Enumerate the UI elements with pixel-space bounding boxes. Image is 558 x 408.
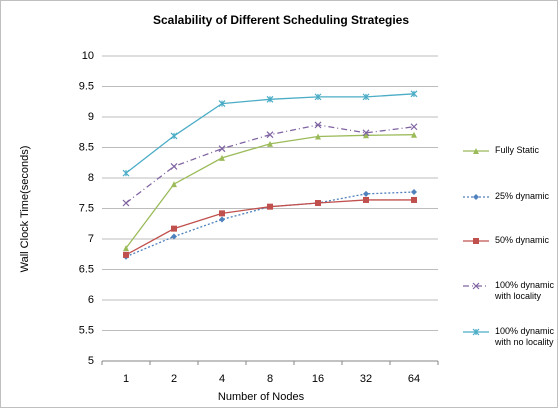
x-tick-label: 64 bbox=[408, 373, 420, 385]
legend-label: Fully Static bbox=[495, 145, 540, 155]
x-tick-label: 32 bbox=[360, 373, 372, 385]
marker bbox=[472, 282, 480, 290]
marker bbox=[170, 132, 178, 140]
x-axis-label: Number of Nodes bbox=[218, 391, 305, 403]
y-tick-label: 10 bbox=[82, 50, 94, 62]
marker bbox=[219, 210, 225, 217]
y-axis-label: Wall Clock Time(seconds) bbox=[19, 146, 31, 273]
marker bbox=[123, 245, 129, 252]
marker bbox=[314, 121, 322, 129]
y-tick-label: 5.5 bbox=[79, 324, 94, 336]
marker bbox=[266, 95, 274, 103]
x-tick-label: 8 bbox=[267, 373, 273, 385]
marker bbox=[472, 328, 480, 336]
marker bbox=[315, 200, 321, 207]
y-tick-label: 6.5 bbox=[79, 263, 94, 275]
marker bbox=[473, 194, 479, 200]
marker bbox=[171, 225, 177, 232]
marker bbox=[473, 148, 479, 154]
marker bbox=[362, 93, 370, 101]
series-line bbox=[125, 191, 415, 258]
y-tick-label: 7 bbox=[88, 233, 94, 245]
chart-title: Scalability of Different Scheduling Stra… bbox=[153, 13, 409, 27]
x-tick-label: 4 bbox=[219, 373, 225, 385]
marker bbox=[411, 189, 417, 196]
legend-label: 50% dynamic bbox=[495, 235, 550, 245]
x-tick-label: 16 bbox=[312, 373, 324, 385]
marker bbox=[267, 140, 273, 147]
marker bbox=[363, 196, 369, 203]
marker bbox=[314, 93, 322, 101]
marker bbox=[267, 203, 273, 210]
marker bbox=[219, 216, 225, 223]
marker bbox=[123, 251, 129, 258]
marker bbox=[411, 196, 417, 203]
y-tick-label: 8 bbox=[88, 172, 94, 184]
y-tick-label: 9.5 bbox=[79, 80, 94, 92]
legend-label: 100% dynamic with no locality bbox=[495, 326, 555, 347]
marker bbox=[362, 129, 370, 137]
marker bbox=[171, 233, 177, 240]
y-tick-label: 9 bbox=[88, 111, 94, 123]
y-tick-label: 8.5 bbox=[79, 141, 94, 153]
marker bbox=[473, 238, 479, 244]
x-tick-label: 2 bbox=[171, 373, 177, 385]
marker bbox=[218, 145, 226, 153]
marker bbox=[411, 131, 417, 138]
marker bbox=[363, 132, 369, 139]
y-tick-label: 5 bbox=[88, 355, 94, 367]
marker bbox=[218, 100, 226, 108]
marker bbox=[219, 154, 225, 161]
marker bbox=[410, 123, 418, 131]
marker bbox=[410, 90, 418, 98]
y-tick-label: 7.5 bbox=[79, 202, 94, 214]
marker bbox=[122, 199, 130, 207]
marker bbox=[266, 131, 274, 139]
legend-label: 25% dynamic bbox=[495, 191, 550, 201]
marker bbox=[363, 190, 369, 197]
y-tick-label: 6 bbox=[88, 294, 94, 306]
marker bbox=[170, 162, 178, 170]
legend-label: 100% dynamic with locality bbox=[495, 280, 555, 301]
marker bbox=[122, 169, 130, 177]
series-line bbox=[125, 93, 415, 174]
marker bbox=[315, 133, 321, 140]
marker bbox=[171, 181, 177, 188]
x-tick-label: 1 bbox=[123, 373, 129, 385]
